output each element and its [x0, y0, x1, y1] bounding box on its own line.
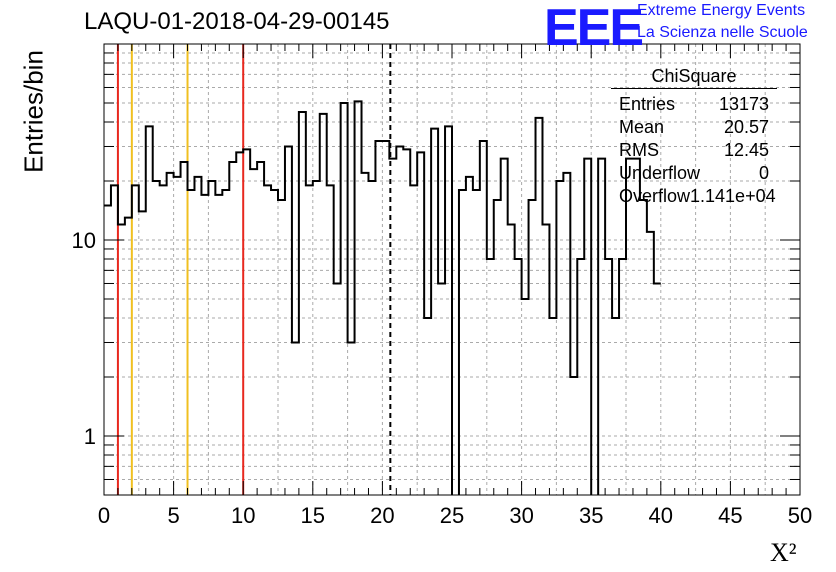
histogram-bin	[285, 146, 292, 495]
x-tick-label: 15	[301, 503, 325, 528]
histogram-bin	[438, 283, 445, 495]
histogram-bin	[320, 114, 327, 495]
histogram-bin	[264, 185, 271, 495]
histogram-bin	[403, 149, 410, 495]
x-tick-label: 25	[440, 503, 464, 528]
stats-box: ChiSquare Entries 13173 Mean 20.57 RMS 1…	[611, 66, 777, 208]
stats-row-rms: RMS 12.45	[611, 139, 777, 162]
x-tick-label: 40	[649, 503, 673, 528]
histogram-bin	[431, 129, 438, 495]
histogram-bin	[396, 146, 403, 495]
histogram-bin	[536, 118, 543, 495]
histogram-bin	[348, 342, 355, 495]
histogram-bin	[146, 126, 153, 495]
x-tick-label: 5	[167, 503, 179, 528]
histogram-bin	[111, 185, 118, 495]
x-axis-label: X²	[770, 538, 797, 567]
histogram-bin	[153, 181, 160, 495]
histogram-bin	[250, 169, 257, 495]
histogram-bin	[445, 126, 452, 495]
histogram-bin	[362, 173, 369, 495]
histogram-bin	[410, 185, 417, 495]
histogram-bin	[236, 152, 243, 495]
histogram-bin	[118, 224, 125, 495]
histogram-bin	[508, 224, 515, 495]
histogram-bin	[417, 152, 424, 495]
histogram-bin	[132, 185, 139, 495]
stats-value: 13173	[718, 94, 769, 114]
histogram-bin	[313, 181, 320, 495]
stats-label: Entries	[619, 94, 676, 114]
histogram-bin	[278, 200, 285, 495]
histogram-bin	[647, 232, 654, 495]
histogram-bin	[612, 318, 619, 495]
stats-label: RMS	[619, 140, 659, 160]
logo-line-1: Extreme Energy Events	[637, 2, 806, 19]
stats-label: Mean	[619, 117, 665, 137]
y-tick-label: 10	[72, 228, 96, 253]
histogram-bin	[208, 181, 215, 495]
stats-value: 1.141e+04	[690, 186, 776, 206]
histogram-bin	[542, 224, 549, 495]
stats-value: 20.57	[723, 117, 769, 137]
stats-row-entries: Entries 13173	[611, 93, 777, 116]
histogram-bin	[139, 211, 146, 495]
x-tick-label: 20	[370, 503, 394, 528]
eee-logo: EEE	[544, 0, 644, 57]
stats-label: Underflow	[619, 163, 701, 183]
histogram-bin	[299, 112, 306, 495]
histogram-bin	[529, 200, 536, 495]
histogram-bin	[466, 177, 473, 495]
stats-value: 0	[758, 163, 769, 183]
histogram-outline	[104, 100, 661, 495]
histogram-bin	[327, 185, 334, 495]
histogram-bin	[160, 185, 167, 495]
histogram-bin	[556, 181, 563, 495]
histogram-bin	[194, 177, 201, 495]
y-tick-label: 1	[84, 424, 96, 449]
histogram-bin	[174, 177, 181, 495]
histogram-bin	[424, 318, 431, 495]
histogram-bin	[292, 342, 299, 495]
plot-title: LAQU-01-2018-04-29-00145	[84, 8, 390, 35]
x-tick-label: 30	[509, 503, 533, 528]
stats-row-mean: Mean 20.57	[611, 116, 777, 139]
histogram-bin	[494, 200, 501, 495]
histogram-bin	[243, 149, 250, 495]
histogram-bin	[640, 200, 647, 495]
x-tick-label: 45	[718, 503, 742, 528]
stats-label: Overflow	[619, 186, 691, 206]
histogram-bin	[522, 299, 529, 495]
histogram-bin	[306, 185, 313, 495]
histogram-bin	[563, 173, 570, 495]
x-tick-label: 35	[579, 503, 603, 528]
histogram-bin	[549, 318, 556, 495]
y-axis-label: Entries/bin	[18, 50, 49, 173]
histogram-bin	[167, 173, 174, 495]
histogram-bin	[654, 283, 661, 495]
histogram-bin	[334, 283, 341, 495]
stats-title: ChiSquare	[611, 66, 777, 89]
x-tick-label: 50	[788, 503, 812, 528]
x-tick-label: 0	[98, 503, 110, 528]
x-tick-label: 10	[231, 503, 255, 528]
histogram-bin	[368, 181, 375, 495]
logo-line-2: La Scienza nelle Scuole	[637, 24, 808, 41]
stats-row-underflow: Underflow 0	[611, 162, 777, 185]
stats-row-overflow: Overflow 1.141e+04	[611, 185, 777, 208]
stats-value: 12.45	[723, 140, 769, 160]
